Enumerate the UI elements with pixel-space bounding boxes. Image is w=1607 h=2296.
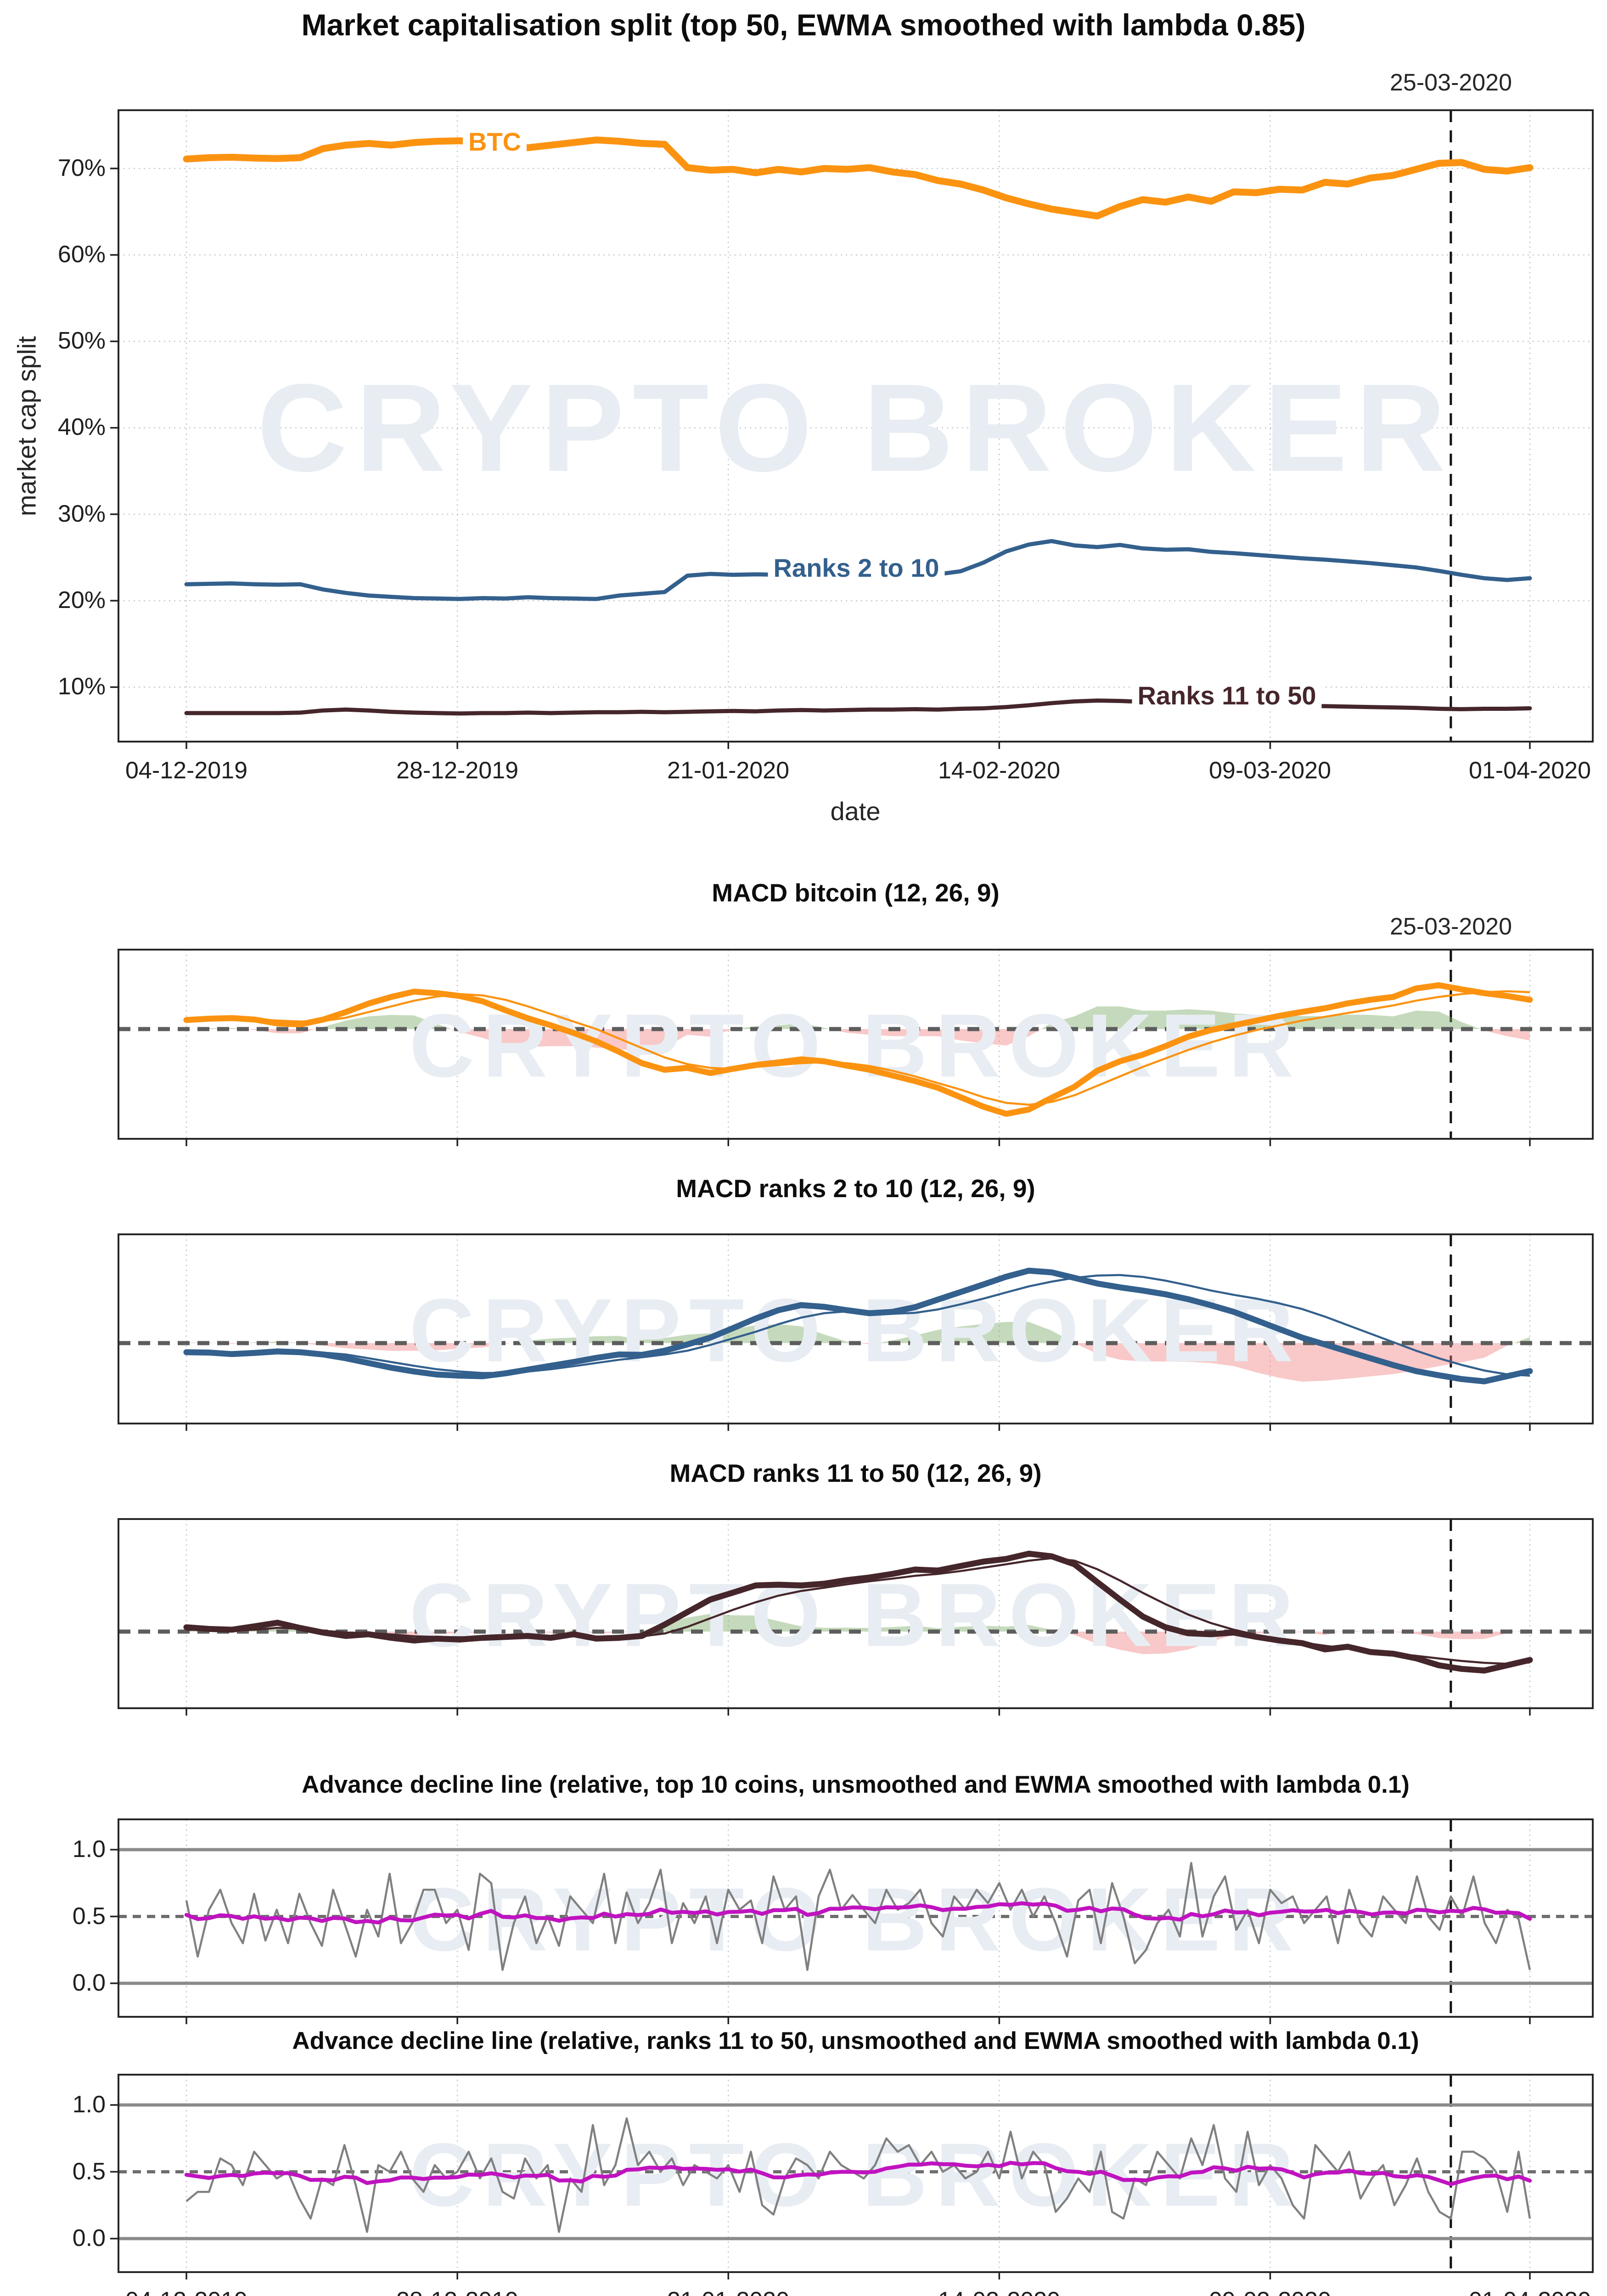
panel-border xyxy=(118,1518,1594,1709)
y-tick-40: 40% xyxy=(57,414,106,440)
macd-histogram-negative xyxy=(306,1632,1516,1654)
adl2-ytick-05: 0.5 xyxy=(72,2158,106,2185)
macd-histogram-positive xyxy=(186,1006,1530,1030)
macd-line xyxy=(183,1267,1533,1384)
series-line-btc xyxy=(183,136,1534,219)
adl-ranks-11-50-panel: CRYPTO BROKER xyxy=(110,2074,1594,2279)
main-title: Market capitalisation split (top 50, EWM… xyxy=(301,8,1306,42)
macd-btc-title: MACD bitcoin (12, 26, 9) xyxy=(712,878,1000,907)
market-cap-panel: CRYPTO BROKER xyxy=(110,109,1594,749)
panel-border xyxy=(118,949,1594,1140)
macd-ranks-11-50-panel: CRYPTO BROKER xyxy=(118,1518,1594,1716)
gridlines xyxy=(185,1519,1531,1708)
macd-line xyxy=(183,982,1533,1117)
adl-smoothed-line xyxy=(184,1901,1532,1925)
adl-unsmoothed-line xyxy=(185,1862,1531,1971)
y-tick-marks xyxy=(110,1849,118,1984)
adl-smoothed-line xyxy=(184,2161,1532,2186)
x-tick-marks xyxy=(185,2017,1531,2024)
watermark: CRYPTO BROKER xyxy=(410,996,1302,1096)
y-tick-60: 60% xyxy=(57,241,106,268)
macd-line xyxy=(183,1550,1533,1674)
macd-signal-line xyxy=(186,990,1530,1106)
x-tick-label: 01-04-2020 xyxy=(1469,2287,1591,2296)
x-tick-label: 21-01-2020 xyxy=(667,2287,789,2296)
y-tick-10: 10% xyxy=(57,673,106,700)
x-tick-marks xyxy=(185,1708,1531,1716)
ranks-11-50-series-label: Ranks 11 to 50 xyxy=(1132,681,1322,710)
y-tick-20: 20% xyxy=(57,587,106,613)
macd-histogram-negative xyxy=(186,1029,1530,1052)
panel-border xyxy=(118,2074,1594,2273)
macd-ranks-2-10-panel: CRYPTO BROKER xyxy=(118,1233,1594,1431)
adl-top10-title: Advance decline line (relative, top 10 c… xyxy=(302,1771,1410,1798)
panel-border xyxy=(118,1818,1594,2018)
x-tick-label: 01-04-2020 xyxy=(1469,757,1591,784)
x-tick-marks xyxy=(185,742,1531,749)
x-tick-marks xyxy=(185,1139,1531,1146)
x-tick-label: 04-12-2019 xyxy=(125,757,247,784)
y-tick-30: 30% xyxy=(57,501,106,527)
vline-date-annotation-top: 25-03-2020 xyxy=(1390,69,1512,96)
gridlines xyxy=(118,110,1593,742)
gridlines xyxy=(185,1234,1531,1424)
y-tick-marks xyxy=(110,2104,118,2240)
x-tick-label: 09-03-2020 xyxy=(1209,2287,1331,2296)
x-tick-label: 28-12-2019 xyxy=(396,757,518,784)
series-line-ranks-11-to-50 xyxy=(184,698,1532,716)
panel-border xyxy=(118,109,1594,743)
watermark: CRYPTO BROKER xyxy=(257,358,1454,497)
x-tick-label: 09-03-2020 xyxy=(1209,757,1331,784)
x-tick-marks xyxy=(185,2272,1531,2279)
gridlines xyxy=(185,950,1531,1139)
macd-histogram-positive xyxy=(186,1614,1530,1632)
x-tick-label: 04-12-2019 xyxy=(125,2287,247,2296)
x-tick-label: 14-02-2020 xyxy=(938,2287,1060,2296)
x-axis-label-top: date xyxy=(830,797,881,826)
x-tick-label: 14-02-2020 xyxy=(938,757,1060,784)
macd-2-10-title: MACD ranks 2 to 10 (12, 26, 9) xyxy=(676,1174,1035,1203)
x-tick-label: 28-12-2019 xyxy=(396,2287,518,2296)
watermark: CRYPTO BROKER xyxy=(410,2125,1302,2225)
panel-border xyxy=(118,1233,1594,1424)
adl2-ytick-0: 0.0 xyxy=(72,2225,106,2251)
adl1-ytick-1: 1.0 xyxy=(72,1836,106,1863)
adl1-ytick-0: 0.0 xyxy=(72,1970,106,1996)
y-tick-70: 70% xyxy=(57,155,106,181)
adl1-ytick-05: 0.5 xyxy=(72,1903,106,1930)
adl2-ytick-1: 1.0 xyxy=(72,2091,106,2118)
x-tick-label: 21-01-2020 xyxy=(667,757,789,784)
y-tick-marks xyxy=(110,168,118,688)
btc-series-label: BTC xyxy=(463,128,527,156)
x-tick-marks xyxy=(185,1424,1531,1431)
macd-bitcoin-panel: CRYPTO BROKER xyxy=(118,949,1594,1146)
ranks-2-10-series-label: Ranks 2 to 10 xyxy=(768,554,945,582)
adl-11-50-title: Advance decline line (relative, ranks 11… xyxy=(292,2027,1419,2054)
vline-date-annotation-macd: 25-03-2020 xyxy=(1390,913,1512,940)
adl-unsmoothed-line xyxy=(185,2117,1531,2233)
adl-top10-panel: CRYPTO BROKER xyxy=(110,1818,1594,2024)
macd-11-50-title: MACD ranks 11 to 50 (12, 26, 9) xyxy=(669,1459,1042,1487)
macd-histogram-negative xyxy=(186,1343,1530,1382)
y-tick-50: 50% xyxy=(57,327,106,354)
